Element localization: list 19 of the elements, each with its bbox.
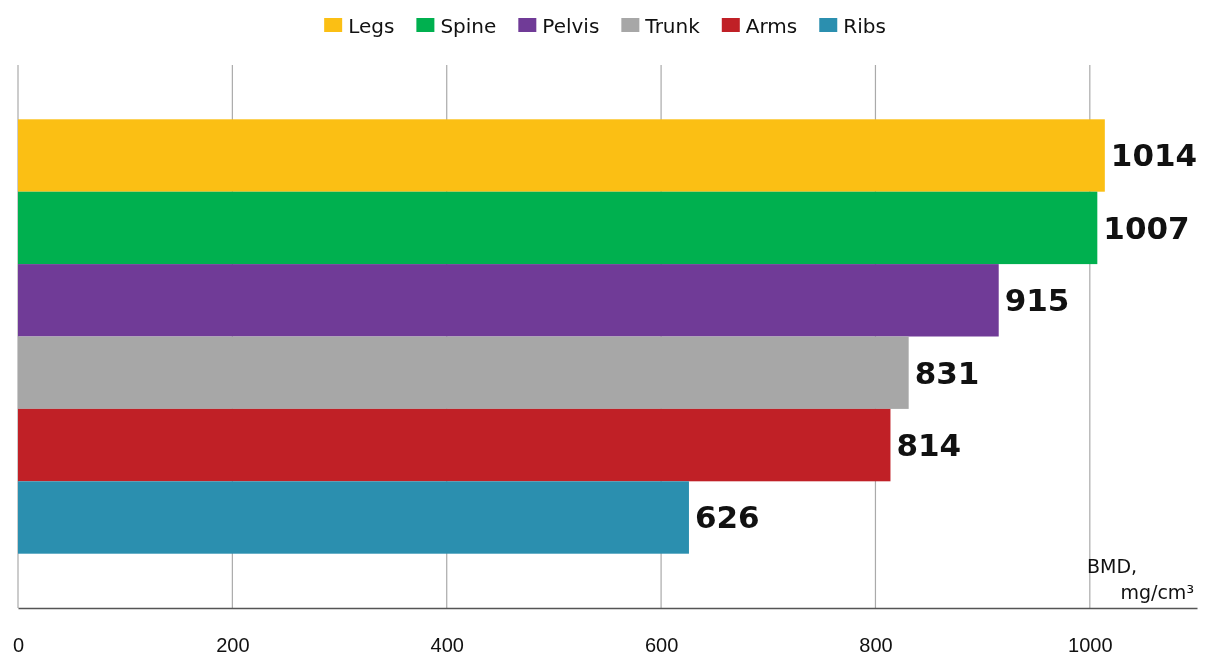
x-tick-label: 1000 xyxy=(1068,634,1113,657)
data-label: 626 xyxy=(694,499,760,536)
x-tick-label: 600 xyxy=(644,634,679,657)
data-label: 915 xyxy=(1004,282,1070,319)
data-label: 831 xyxy=(914,354,980,391)
legend-label: Spine xyxy=(440,14,497,38)
x-axis-title: BMD, mg/cm³ xyxy=(1087,555,1194,603)
x-tick-label: 800 xyxy=(859,634,893,657)
x-tick-label: 400 xyxy=(430,634,464,657)
legend-label: Trunk xyxy=(644,14,701,38)
x-tick-label: 200 xyxy=(216,634,250,657)
x-tick-label: 0 xyxy=(12,634,25,657)
data-label: 1007 xyxy=(1103,209,1190,246)
data-label: 1014 xyxy=(1110,137,1198,174)
legend-label: Legs xyxy=(348,14,395,38)
legend-label: Ribs xyxy=(843,14,886,38)
legend-label: Arms xyxy=(745,14,798,38)
legend-label: Pelvis xyxy=(542,14,600,38)
data-label: 814 xyxy=(896,426,962,463)
